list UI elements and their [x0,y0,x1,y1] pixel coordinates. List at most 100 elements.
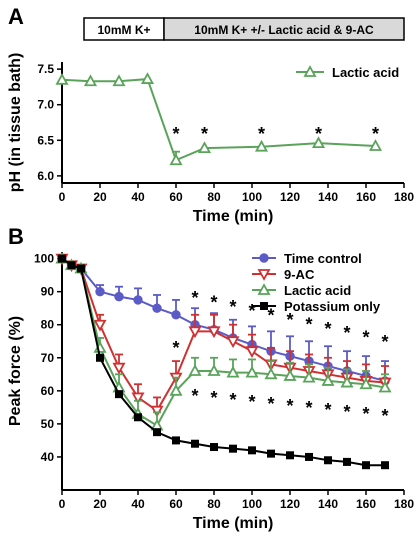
data-point [378,380,392,393]
panel-label-b: B [8,224,24,249]
x-tick-label: 0 [59,497,66,511]
data-point [150,405,164,418]
data-point [381,461,389,470]
data-point [171,310,181,320]
data-point [83,74,98,87]
data-point [93,319,107,332]
x-tick-label: 100 [242,190,262,204]
y-tick-label: 60 [41,384,55,398]
significance-star: * [362,328,369,348]
data-point [311,136,326,149]
x-tick-label: 60 [169,190,183,204]
y-tick-label: 6.0 [37,169,54,183]
significance-star: * [248,392,255,412]
data-point [359,377,373,390]
data-point [226,365,240,378]
significance-star: * [229,297,236,317]
significance-star: * [210,388,217,408]
significance-star: * [324,319,331,339]
data-point [254,139,269,152]
significance-star: * [286,310,293,330]
y-tick-label: 6.5 [37,133,54,147]
y-axis-title: Peak force (%) [7,316,24,426]
y-tick-label: 7.0 [37,98,54,112]
y-tick-label: 50 [41,417,55,431]
significance-star: * [315,124,322,144]
legend-label: Potassium only [284,299,381,314]
significance-star: * [381,406,388,426]
data-point [140,72,155,84]
legend-marker [259,253,269,263]
data-point [210,443,218,452]
x-tick-label: 180 [394,497,414,511]
condition-bar: 10mM K+ 10mM K+ +/- Lactic acid & 9-AC [83,17,405,41]
data-point [286,451,294,460]
legend-label: Time control [284,251,362,266]
data-point [134,413,142,422]
data-point [267,449,275,458]
chart-b: 0 20 40 60 80 100 120 140 160 180 40 50 60 70 80 90 100 T… [7,251,414,532]
x-tick-label: 180 [394,190,414,204]
data-point [131,392,145,405]
data-point [112,362,126,375]
data-point [283,369,297,381]
data-point [133,295,143,305]
x-tick-label: 0 [59,190,66,204]
condition-bar-left-text: 10mM K+ [97,23,150,37]
significance-star: * [372,124,379,144]
y-tick-label: 80 [41,318,55,332]
y-tick-label: 70 [41,351,55,365]
x-tick-label: 120 [280,190,300,204]
y-tick-label: 40 [41,450,55,464]
data-point [115,390,123,399]
data-point [172,436,180,445]
x-tick-label: 160 [356,190,376,204]
data-point [324,456,332,465]
data-point [188,364,202,376]
x-tick-label: 20 [93,497,107,511]
data-point [114,291,124,302]
legend-label: Lactic acid [284,283,351,298]
data-point [169,383,183,396]
legend-marker [257,283,271,295]
significance-star: * [324,400,331,420]
legend-marker [257,269,271,281]
x-tick-label: 60 [169,497,183,511]
data-point [362,461,370,470]
x-tick-label: 120 [280,497,300,511]
significance-star: * [172,338,179,358]
data-point [188,326,202,339]
data-point [248,446,256,455]
x-axis-title: Time (min) [193,515,274,532]
significance-star: * [305,314,312,334]
data-point [207,364,221,376]
condition-bar-right-box [163,17,405,41]
series-line [61,257,386,382]
data-point [368,139,383,151]
significance-star: * [381,332,388,352]
data-point [207,326,221,339]
significance-star: * [172,124,179,144]
data-point [67,261,76,270]
legend-marker [303,65,317,77]
data-point [77,264,85,273]
data-point [229,444,237,453]
series-line [61,78,376,162]
significance-star: * [248,301,255,321]
legend-label: 9-AC [284,267,315,282]
series-lactic-acid [55,72,383,166]
significance-star: * [258,124,265,144]
legend-label: Lactic acid [332,65,399,80]
significance-star: * [191,288,198,308]
x-axis-title: Time (min) [193,208,274,225]
data-point [321,374,335,386]
significance-star: * [362,404,369,424]
significance-star: * [210,292,217,312]
data-point [55,72,69,85]
series-potassium-only [58,254,389,470]
panel-label-a: A [8,4,24,29]
significance-star: * [305,398,312,418]
significance-star: * [286,396,293,416]
significance-star: * [229,390,236,410]
